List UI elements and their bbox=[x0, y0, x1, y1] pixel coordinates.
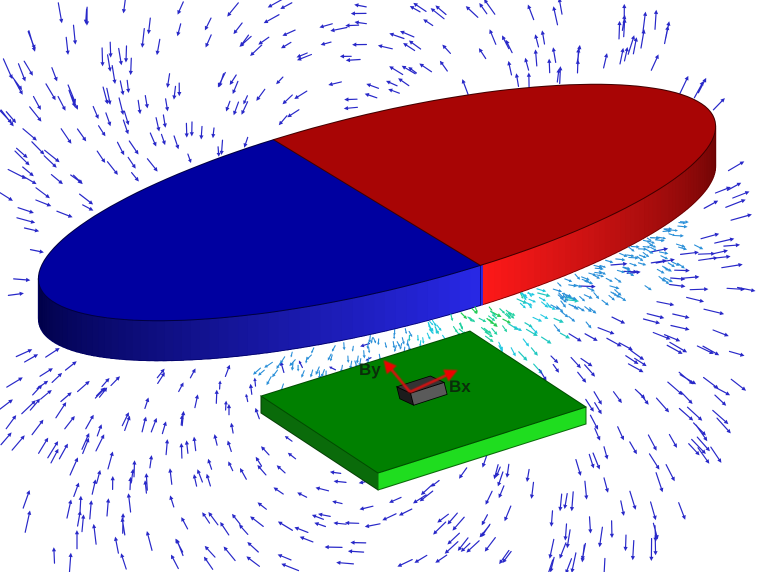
svg-text:Bx: Bx bbox=[449, 377, 471, 396]
svg-text:By: By bbox=[359, 360, 381, 379]
